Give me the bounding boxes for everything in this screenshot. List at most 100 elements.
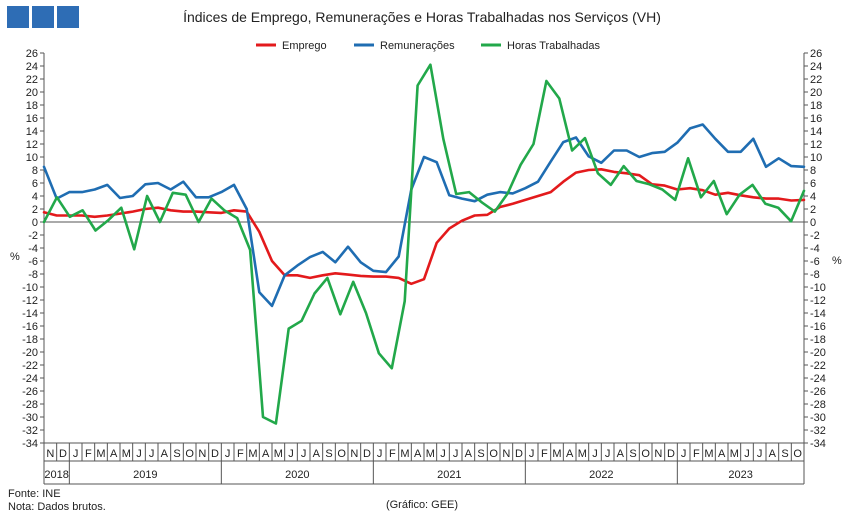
y-tick-label-right: -4	[810, 243, 820, 255]
y-tick-label-left: 16	[26, 113, 38, 125]
y-tick-label-right: -24	[810, 373, 826, 385]
month-tick-label: S	[781, 448, 788, 460]
chart-title: Índices de Emprego, Remunerações e Horas…	[183, 9, 661, 25]
y-tick-label-left: 8	[32, 165, 38, 177]
y-tick-label-left: 26	[26, 48, 38, 60]
y-tick-label-right: 22	[810, 74, 822, 86]
y-tick-label-right: -14	[810, 308, 826, 320]
y-tick-label-left: -28	[22, 399, 38, 411]
month-tick-label: N	[350, 448, 358, 460]
month-tick-label: N	[654, 448, 662, 460]
month-tick-label: F	[541, 448, 548, 460]
month-tick-label: J	[73, 448, 79, 460]
y-tick-label-left: 22	[26, 74, 38, 86]
month-tick-label: J	[744, 448, 750, 460]
month-tick-label: D	[211, 448, 219, 460]
y-axis-label-right: %	[832, 255, 842, 267]
month-tick-label: A	[161, 448, 169, 460]
y-tick-label-right: 10	[810, 152, 822, 164]
month-tick-label: J	[149, 448, 155, 460]
y-tick-label-right: -28	[810, 399, 826, 411]
month-tick-label: J	[681, 448, 687, 460]
legend-label-remuneracoes: Remunerações	[380, 40, 455, 52]
y-tick-label-left: 0	[32, 217, 38, 229]
month-tick-label: S	[477, 448, 484, 460]
month-tick-label: J	[453, 448, 459, 460]
month-tick-label: N	[502, 448, 510, 460]
month-tick-label: S	[173, 448, 180, 460]
month-tick-label: J	[529, 448, 535, 460]
y-tick-label-right: -26	[810, 386, 826, 398]
y-tick-label-left: 2	[32, 204, 38, 216]
month-tick-label: A	[465, 448, 473, 460]
month-tick-label: M	[248, 448, 257, 460]
y-tick-label-left: -32	[22, 425, 38, 437]
y-tick-label-right: -32	[810, 425, 826, 437]
y-tick-label-left: -18	[22, 334, 38, 346]
month-tick-label: D	[363, 448, 371, 460]
y-tick-label-left: -6	[28, 256, 38, 268]
y-tick-label-left: -16	[22, 321, 38, 333]
logo-square	[32, 6, 54, 28]
month-tick-label: A	[769, 448, 777, 460]
y-tick-label-right: 12	[810, 139, 822, 151]
month-tick-label: A	[262, 448, 270, 460]
brand-logo	[7, 6, 79, 28]
y-tick-label-left: -34	[22, 438, 38, 450]
y-tick-label-right: -16	[810, 321, 826, 333]
y-tick-label-left: 18	[26, 100, 38, 112]
month-tick-label: M	[426, 448, 435, 460]
credit-note: (Gráfico: GEE)	[386, 499, 458, 511]
month-tick-label: M	[552, 448, 561, 460]
y-tick-label-right: 8	[810, 165, 816, 177]
year-tick-label: 2023	[728, 469, 752, 481]
month-tick-label: O	[337, 448, 346, 460]
month-tick-label: M	[730, 448, 739, 460]
month-tick-label: A	[718, 448, 726, 460]
y-tick-label-left: -10	[22, 282, 38, 294]
y-axis-label-left: %	[10, 251, 20, 263]
year-tick-label: 2018	[44, 469, 68, 481]
month-tick-label: S	[325, 448, 332, 460]
legend-label-horas: Horas Trabalhadas	[507, 40, 600, 52]
y-tick-label-left: -24	[22, 373, 38, 385]
month-tick-label: J	[440, 448, 446, 460]
source-note: Fonte: INE	[8, 488, 61, 500]
y-tick-label-right: -22	[810, 360, 826, 372]
y-tick-label-right: -34	[810, 438, 826, 450]
y-tick-label-right: 26	[810, 48, 822, 60]
y-tick-label-left: -22	[22, 360, 38, 372]
y-tick-label-right: -20	[810, 347, 826, 359]
month-tick-label: J	[377, 448, 383, 460]
y-tick-label-left: 12	[26, 139, 38, 151]
y-tick-label-right: 20	[810, 87, 822, 99]
y-tick-label-right: 6	[810, 178, 816, 190]
month-tick-label: A	[414, 448, 422, 460]
month-tick-label: M	[96, 448, 105, 460]
month-tick-label: D	[59, 448, 67, 460]
month-tick-label: M	[578, 448, 587, 460]
y-tick-label-right: -8	[810, 269, 820, 281]
series-lines	[42, 63, 806, 425]
month-tick-label: M	[122, 448, 131, 460]
y-tick-label-right: -6	[810, 256, 820, 268]
month-tick-label: J	[592, 448, 598, 460]
month-tick-label: D	[515, 448, 523, 460]
y-tick-label-left: -4	[28, 243, 38, 255]
month-tick-label: N	[198, 448, 206, 460]
y-tick-label-right: -10	[810, 282, 826, 294]
month-tick-label: O	[793, 448, 802, 460]
month-tick-label: A	[617, 448, 625, 460]
series-line-emprego	[42, 168, 806, 286]
y-tick-label-right: -30	[810, 412, 826, 424]
y-tick-label-right: -2	[810, 230, 820, 242]
month-tick-label: F	[237, 448, 244, 460]
month-tick-label: J	[757, 448, 763, 460]
month-tick-label: A	[110, 448, 118, 460]
y-tick-label-right: -12	[810, 295, 826, 307]
y-tick-label-left: -14	[22, 308, 38, 320]
y-tick-label-left: -30	[22, 412, 38, 424]
legend: Emprego Remunerações Horas Trabalhadas	[256, 40, 600, 52]
